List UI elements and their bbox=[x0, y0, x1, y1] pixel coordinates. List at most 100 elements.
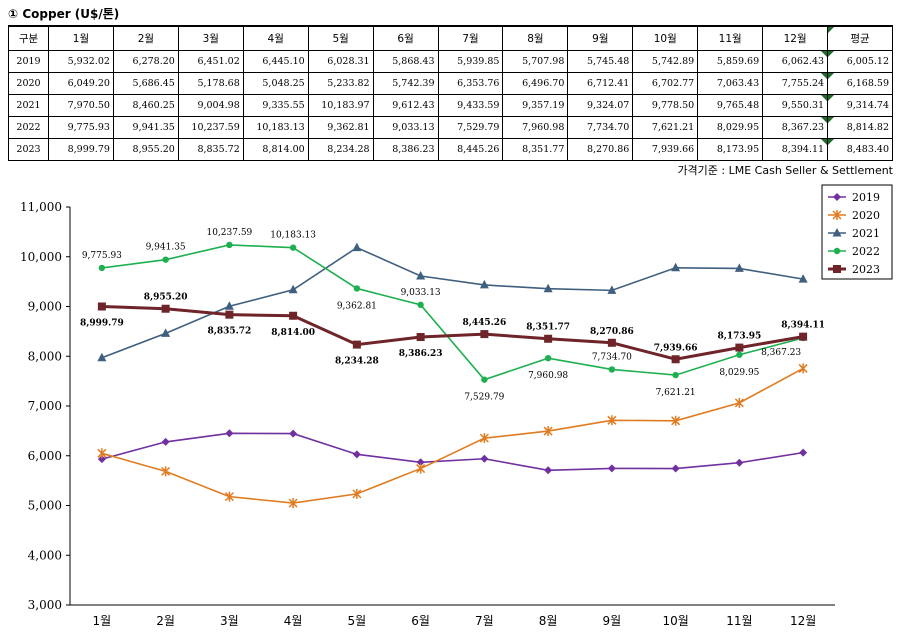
table-cell: 5,745.48 bbox=[567, 50, 634, 73]
data-point bbox=[417, 301, 424, 309]
data-point bbox=[479, 279, 489, 289]
data-point bbox=[833, 193, 841, 201]
data-label-2022: 10,237.59 bbox=[206, 228, 252, 238]
table-cell: 8,955.20 bbox=[112, 138, 179, 161]
table-cell: 8,270.86 bbox=[567, 138, 634, 161]
table-cell: 10,237.59 bbox=[177, 116, 244, 139]
table-cell: 5,932.02 bbox=[48, 50, 114, 73]
data-point bbox=[352, 450, 361, 459]
x-tick-label: 12월 bbox=[790, 614, 816, 628]
table-cell: 6,712.41 bbox=[567, 72, 634, 95]
table-cell: 8,351.77 bbox=[502, 138, 569, 161]
data-label-2023: 8,351.77 bbox=[526, 323, 570, 333]
table-cell: 8,367.23 bbox=[762, 116, 829, 139]
table-row: 2023 8,999.79 8,955.20 8,835.72 8,814.00 8,23… bbox=[8, 138, 893, 161]
data-label-2022: 9,362.81 bbox=[337, 301, 377, 311]
data-point bbox=[416, 458, 425, 467]
row-year: 2020 bbox=[8, 72, 49, 95]
legend-label: 2019 bbox=[852, 191, 880, 204]
line-chart: 3,000 4,000 5,000 6,000 7,000 8,000 9,000 10,00… bbox=[20, 184, 893, 628]
table-cell: 7,063.43 bbox=[697, 72, 764, 95]
data-point bbox=[416, 333, 425, 342]
data-label-2022: 7,960.98 bbox=[528, 371, 568, 381]
data-point bbox=[671, 262, 681, 272]
cell-marker bbox=[821, 139, 828, 145]
data-label-2022: 7,621.21 bbox=[656, 388, 696, 398]
data-point bbox=[98, 264, 106, 272]
table-cell: 5,686.45 bbox=[112, 72, 179, 95]
y-tick-label: 8,000 bbox=[28, 349, 62, 363]
data-label-2022: 9,033.13 bbox=[401, 288, 441, 298]
header-month: 6월 bbox=[372, 25, 439, 51]
data-point bbox=[226, 241, 233, 249]
y-tick-label: 3,000 bbox=[28, 598, 62, 612]
table-cell: 6,445.10 bbox=[242, 50, 309, 73]
cell-marker bbox=[821, 117, 828, 123]
row-year: 2021 bbox=[8, 94, 49, 117]
row-average: 6,168.59 bbox=[827, 72, 893, 95]
table-cell: 8,814.00 bbox=[242, 138, 309, 161]
table-cell: 9,362.81 bbox=[307, 116, 374, 139]
data-point bbox=[736, 351, 743, 358]
table-cell: 8,029.95 bbox=[697, 116, 764, 139]
data-point bbox=[289, 244, 297, 251]
table-cell: 7,755.24 bbox=[762, 72, 829, 95]
table-cell: 6,451.02 bbox=[177, 50, 244, 73]
legend-label: 2022 bbox=[852, 245, 880, 258]
x-tick-label: 11월 bbox=[726, 614, 752, 628]
header-month: 3월 bbox=[177, 25, 244, 51]
data-label-2023: 8,394.11 bbox=[781, 321, 825, 331]
table-cell: 10,183.97 bbox=[307, 94, 374, 117]
series-line-2020 bbox=[101, 367, 804, 504]
data-label-2023: 8,270.86 bbox=[590, 327, 634, 337]
series-line-2022 bbox=[101, 244, 804, 381]
table-cell: 9,004.98 bbox=[177, 94, 244, 117]
data-point bbox=[480, 330, 489, 339]
header-corner: 구분 bbox=[8, 25, 49, 51]
table-cell: 8,234.28 bbox=[307, 138, 374, 161]
table-cell: 7,939.66 bbox=[632, 138, 699, 161]
data-point bbox=[97, 302, 106, 311]
data-point bbox=[416, 463, 426, 474]
data-label-2022: 9,941.35 bbox=[146, 243, 186, 253]
data-point bbox=[352, 340, 361, 349]
table-cell: 6,278.20 bbox=[112, 50, 179, 73]
series-line-2023 bbox=[101, 305, 804, 361]
table-cell: 7,529.79 bbox=[437, 116, 504, 139]
table-cell: 5,859.69 bbox=[697, 50, 764, 73]
data-label-2023: 8,234.28 bbox=[335, 357, 379, 367]
table-cell: 9,357.19 bbox=[502, 94, 569, 117]
data-point bbox=[97, 352, 107, 362]
table-cell: 8,173.95 bbox=[697, 138, 764, 161]
cell-marker bbox=[828, 139, 835, 145]
price-table: 구분 1월 2월 3월 4월 5월 6월 7월 8월 9월 10월 11월 12월 평균 2019 5,93… bbox=[8, 25, 893, 161]
data-point bbox=[544, 334, 553, 343]
x-tick-label: 6월 bbox=[411, 614, 430, 628]
y-tick-label: 6,000 bbox=[28, 449, 62, 463]
cell-marker bbox=[821, 95, 828, 101]
data-point bbox=[97, 455, 106, 464]
table-cell: 8,445.26 bbox=[437, 138, 504, 161]
x-tick-label: 9월 bbox=[603, 614, 622, 628]
data-point bbox=[608, 366, 616, 373]
data-point bbox=[544, 354, 552, 362]
y-tick-label: 7,000 bbox=[28, 399, 62, 413]
x-tick-label: 1월 bbox=[93, 614, 112, 628]
data-point bbox=[607, 285, 617, 294]
table-cell: 8,835.72 bbox=[177, 138, 244, 161]
row-average: 6,005.12 bbox=[827, 50, 893, 73]
table-cell: 9,033.13 bbox=[372, 116, 439, 139]
data-point bbox=[161, 328, 171, 337]
table-cell: 6,062.43 bbox=[762, 50, 829, 73]
table-cell: 9,775.93 bbox=[48, 116, 114, 139]
x-tick-label: 10월 bbox=[662, 614, 688, 628]
data-label-2023: 8,386.23 bbox=[399, 349, 443, 359]
table-cell: 5,233.82 bbox=[307, 72, 374, 95]
table-cell: 9,941.35 bbox=[112, 116, 179, 139]
header-month: 12월 bbox=[762, 25, 829, 51]
legend-label: 2023 bbox=[852, 263, 880, 276]
legend-box bbox=[821, 184, 893, 280]
data-point bbox=[352, 488, 362, 499]
row-year: 2022 bbox=[8, 116, 49, 139]
data-point bbox=[671, 415, 681, 426]
